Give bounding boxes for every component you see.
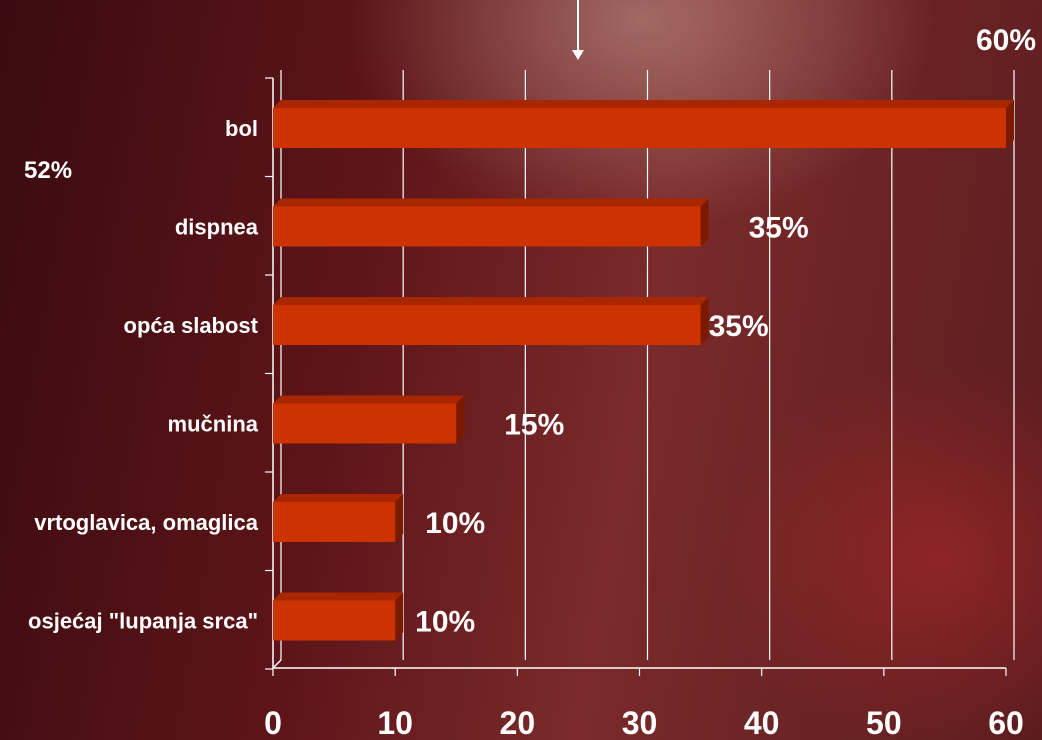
category-label: bol <box>225 116 258 141</box>
annotations: 52% <box>24 0 584 184</box>
x-tick-label: 50 <box>866 705 902 740</box>
bar-top-face <box>273 494 404 502</box>
bar-top-face <box>273 297 709 305</box>
side-annotation-label: 52% <box>24 157 72 184</box>
x-tick-label: 20 <box>500 705 536 740</box>
bar-front-face <box>273 305 701 345</box>
bar <box>273 592 404 641</box>
value-label: 15% <box>504 409 564 442</box>
value-labels: 60% 35% 35% 15% 10% 10% <box>415 24 1036 639</box>
category-label: mučnina <box>168 412 259 437</box>
value-label: 10% <box>415 606 475 639</box>
bar-side-face <box>395 592 404 641</box>
category-label: dispnea <box>175 215 259 240</box>
x-tick-label: 0 <box>264 705 282 740</box>
bar-top-face <box>273 100 1014 108</box>
bar-side-face <box>395 494 404 542</box>
bar-top-face <box>273 198 709 207</box>
bar-front-face <box>273 502 396 542</box>
bar-front-face <box>273 403 457 444</box>
x-tick-label: 60 <box>988 705 1024 740</box>
category-labels: bol dispnea opća slabost mučnina vrtoglavica… <box>28 116 259 634</box>
x-tick-label: 30 <box>622 705 658 740</box>
bar <box>273 494 404 542</box>
bar-front-face <box>273 108 1006 148</box>
bar-side-face <box>700 198 709 247</box>
value-label: 35% <box>709 310 769 343</box>
bars-group <box>273 100 1014 641</box>
bar <box>273 198 709 247</box>
bar-side-face <box>700 297 709 345</box>
bar <box>273 100 1014 148</box>
bar-side-face <box>1006 100 1014 148</box>
bar-top-face <box>273 592 404 601</box>
axis-corner <box>272 659 282 669</box>
down-arrow-icon <box>572 0 584 60</box>
x-tick-label: 40 <box>744 705 780 740</box>
bar-top-face <box>273 395 465 404</box>
axis <box>265 77 1007 676</box>
bar-front-face <box>273 600 396 641</box>
bar <box>273 395 465 444</box>
grid-lines <box>280 70 1015 660</box>
value-label: 35% <box>749 212 809 245</box>
value-label: 10% <box>425 507 485 540</box>
bar-side-face <box>456 395 465 444</box>
bar-front-face <box>273 206 701 247</box>
tick-labels: 0 10 20 30 40 50 60 <box>264 705 1024 740</box>
value-label: 60% <box>976 24 1036 57</box>
category-label: osjećaj "lupanja srca" <box>28 609 258 634</box>
category-label: vrtoglavica, omaglica <box>34 510 259 535</box>
x-tick-label: 10 <box>377 705 413 740</box>
category-label: opća slabost <box>124 313 259 338</box>
bar <box>273 297 709 345</box>
